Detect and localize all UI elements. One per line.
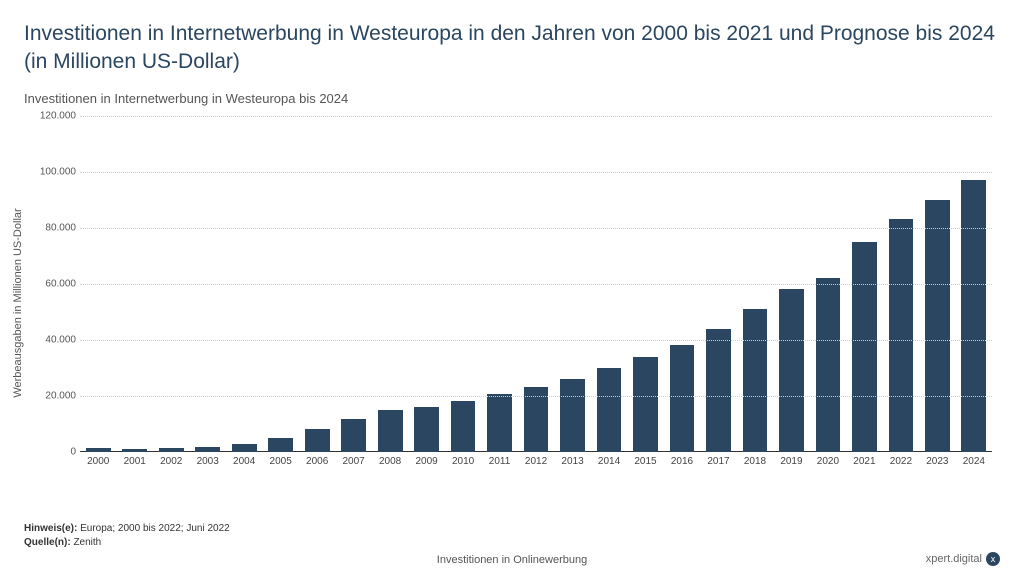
x-tick-label: 2011	[489, 456, 511, 467]
x-tick-label: 2014	[598, 456, 620, 467]
grid-line	[80, 284, 992, 285]
x-tick-label: 2017	[707, 456, 729, 467]
bar	[195, 447, 220, 452]
x-tick-label: 2000	[87, 456, 109, 467]
bar	[524, 387, 549, 451]
bar	[670, 345, 695, 451]
y-tick-label: 60.000	[32, 278, 76, 289]
grid-line	[80, 396, 992, 397]
bar	[451, 401, 476, 452]
x-tick-label: 2001	[124, 456, 146, 467]
bar	[889, 219, 914, 451]
bar	[633, 357, 658, 452]
x-tick-label: 2004	[233, 456, 255, 467]
bar	[706, 329, 731, 452]
source-line: Quelle(n): Zenith	[24, 536, 1000, 550]
x-tick-label: 2019	[780, 456, 802, 467]
bar	[779, 289, 804, 451]
bar	[122, 449, 147, 452]
bar	[743, 309, 768, 452]
grid-line	[80, 172, 992, 173]
chart-area: Werbeausgaben in Millionen US-Dollar 200…	[24, 112, 1000, 482]
x-tick-label: 2010	[452, 456, 474, 467]
page: Investitionen in Internetwerbung in West…	[0, 0, 1024, 576]
x-tick-label: 2020	[817, 456, 839, 467]
plot-box: 2000200120022003200420052006200720082009…	[80, 116, 992, 452]
x-tick-label: 2023	[926, 456, 948, 467]
note-text: Europa; 2000 bis 2022; Juni 2022	[80, 523, 230, 534]
x-tick-label: 2016	[671, 456, 693, 467]
x-tick-label: 2008	[379, 456, 401, 467]
brand-text: xpert.digital	[926, 553, 982, 565]
x-tick-label: 2013	[561, 456, 583, 467]
source-label: Quelle(n):	[24, 537, 73, 548]
bar	[232, 444, 257, 451]
x-tick-label: 2005	[270, 456, 292, 467]
x-tick-label: 2007	[343, 456, 365, 467]
y-tick-label: 80.000	[32, 222, 76, 233]
bar	[560, 379, 585, 452]
bar	[305, 429, 330, 452]
bar	[378, 410, 403, 452]
bar	[816, 278, 841, 452]
bar	[961, 180, 986, 452]
grid-line	[80, 340, 992, 341]
bar	[86, 448, 111, 451]
bar	[414, 407, 439, 452]
bar	[341, 419, 366, 452]
x-tick-label: 2006	[306, 456, 328, 467]
x-tick-label: 2022	[890, 456, 912, 467]
chart-title: Investitionen in Internetwerbung in West…	[24, 20, 1000, 77]
note-line: Hinweis(e): Europa; 2000 bis 2022; Juni …	[24, 522, 1000, 536]
x-tick-label: 2012	[525, 456, 547, 467]
y-tick-label: 0	[32, 446, 76, 457]
x-tick-label: 2021	[853, 456, 875, 467]
bar	[925, 200, 950, 452]
y-tick-label: 20.000	[32, 390, 76, 401]
note-label: Hinweis(e):	[24, 523, 80, 534]
y-tick-label: 120.000	[32, 110, 76, 121]
x-tick-label: 2002	[160, 456, 182, 467]
grid-line	[80, 116, 992, 117]
footer: Hinweis(e): Europa; 2000 bis 2022; Juni …	[24, 522, 1000, 566]
x-tick-label: 2015	[634, 456, 656, 467]
brand-badge-icon: x	[986, 552, 1000, 566]
x-tick-label: 2003	[197, 456, 219, 467]
x-tick-label: 2024	[963, 456, 985, 467]
brand: xpert.digital x	[926, 552, 1000, 566]
bar	[852, 242, 877, 452]
chart-subtitle: Investitionen in Internetwerbung in West…	[24, 91, 1000, 106]
bar	[159, 448, 184, 452]
bar	[487, 394, 512, 451]
bar	[268, 438, 293, 451]
bar	[597, 368, 622, 452]
y-tick-label: 100.000	[32, 166, 76, 177]
y-axis-label: Werbeausgaben in Millionen US-Dollar	[12, 208, 24, 397]
x-tick-label: 2018	[744, 456, 766, 467]
source-text: Zenith	[73, 537, 101, 548]
y-tick-label: 40.000	[32, 334, 76, 345]
bottom-caption: Investitionen in Onlinewerbung	[24, 554, 1000, 566]
grid-line	[80, 228, 992, 229]
x-tick-label: 2009	[415, 456, 437, 467]
